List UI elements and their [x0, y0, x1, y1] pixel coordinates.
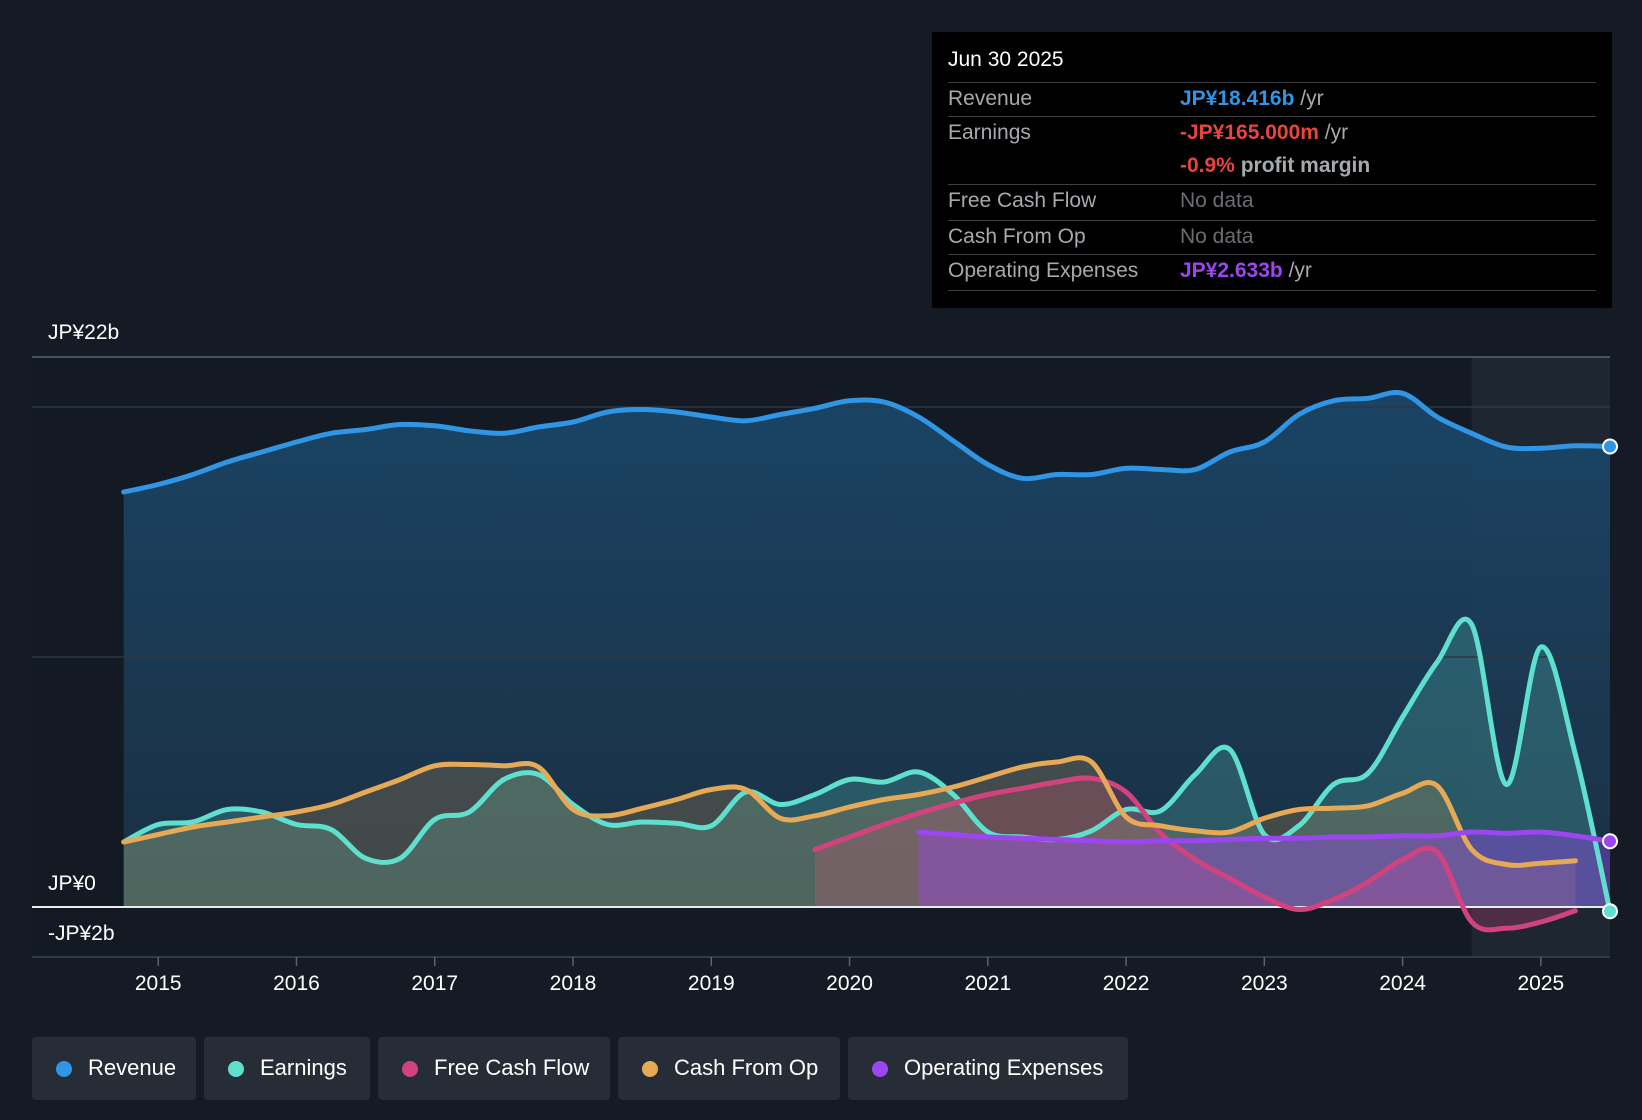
- tooltip-value: -0.9% profit margin: [1180, 154, 1370, 178]
- tooltip-label: Cash From Op: [948, 225, 1086, 248]
- x-tick-label: 2015: [135, 972, 182, 995]
- tooltip-label: Operating Expenses: [948, 259, 1139, 282]
- tooltip-label: Free Cash Flow: [948, 189, 1097, 212]
- tooltip-row-earnings: Earnings -JP¥165.000m /yr: [948, 116, 1596, 151]
- legend-label: Earnings: [260, 1055, 347, 1080]
- tooltip-value: No data: [1180, 225, 1254, 248]
- revenue-area: [123, 392, 1611, 907]
- earnings-line: [121, 616, 1613, 914]
- y-label-bottom: -JP¥2b: [48, 922, 115, 945]
- cash-from-op-line: [121, 755, 1578, 868]
- legend-label: Revenue: [88, 1055, 177, 1080]
- legend-dot: [228, 1061, 244, 1077]
- tooltip-divider: [948, 290, 1596, 291]
- free-cash-flow-area: [815, 777, 1576, 930]
- tooltip-value: -JP¥165.000m /yr: [1180, 121, 1348, 145]
- tooltip-value-unit: profit margin: [1234, 154, 1371, 177]
- legend-dot: [56, 1061, 72, 1077]
- tooltip-value: JP¥18.416b /yr: [1180, 87, 1324, 111]
- revenue-line: [121, 390, 1613, 495]
- x-tick-label: 2024: [1379, 972, 1426, 995]
- free-cash-flow-line: [812, 775, 1578, 933]
- operating-expenses-end-marker: [1602, 833, 1618, 850]
- tooltip-value-amount: -JP¥165.000m: [1180, 121, 1319, 144]
- legend-cash-from-op[interactable]: Cash From Op: [618, 1037, 840, 1100]
- legend-dot: [402, 1061, 418, 1077]
- legend-dot: [872, 1061, 888, 1077]
- legend-earnings[interactable]: Earnings: [204, 1037, 370, 1100]
- y-label-top: JP¥22b: [48, 321, 120, 344]
- tooltip-date: Jun 30 2025: [948, 48, 1064, 71]
- tooltip-row-fcf: Free Cash Flow No data: [948, 184, 1596, 219]
- x-tick-label: 2020: [826, 972, 873, 995]
- earnings-end-marker: [1602, 903, 1618, 920]
- x-tick-label: 2018: [550, 972, 597, 995]
- x-tick-label: 2019: [688, 972, 735, 995]
- tooltip-value: No data: [1180, 189, 1254, 212]
- tooltip-row-revenue: Revenue JP¥18.416b /yr: [948, 82, 1596, 117]
- x-tick-label: 2021: [964, 972, 1011, 995]
- tooltip-value-amount: JP¥18.416b: [1180, 87, 1295, 110]
- x-tick-label: 2025: [1518, 972, 1565, 995]
- y-label-zero: JP¥0: [48, 872, 96, 895]
- x-tick-label: 2017: [411, 972, 458, 995]
- legend-label: Cash From Op: [674, 1055, 819, 1080]
- operating-expenses-line: [916, 829, 1613, 845]
- tooltip-row-margin: -0.9% profit margin: [948, 150, 1596, 184]
- legend-label: Free Cash Flow: [434, 1055, 590, 1080]
- legend-label: Operating Expenses: [904, 1055, 1104, 1080]
- tooltip-row-opex: Operating Expenses JP¥2.633b /yr: [948, 254, 1596, 289]
- legend-operating-expenses[interactable]: Operating Expenses: [848, 1037, 1128, 1100]
- legend-free-cash-flow[interactable]: Free Cash Flow: [378, 1037, 610, 1100]
- tooltip-value-amount: JP¥2.633b: [1180, 259, 1283, 282]
- x-tick-label: 2022: [1103, 972, 1150, 995]
- legend-dot: [642, 1061, 658, 1077]
- tooltip-label: Earnings: [948, 121, 1031, 144]
- tooltip-value-amount: -0.9%: [1180, 154, 1235, 177]
- tooltip-row-cfo: Cash From Op No data: [948, 220, 1596, 255]
- legend-revenue[interactable]: Revenue: [32, 1037, 196, 1100]
- tooltip-value-unit: /yr: [1294, 87, 1324, 110]
- tooltip-value: JP¥2.633b /yr: [1180, 259, 1312, 283]
- tooltip-label: Revenue: [948, 87, 1033, 110]
- tooltip-value-unit: /yr: [1282, 259, 1312, 282]
- tooltip-value-unit: /yr: [1318, 121, 1349, 144]
- revenue-end-marker: [1602, 438, 1618, 455]
- x-tick-label: 2016: [273, 972, 320, 995]
- tooltip-panel: Jun 30 2025 Revenue JP¥18.416b /yr Earni…: [932, 32, 1612, 308]
- x-tick-label: 2023: [1241, 972, 1288, 995]
